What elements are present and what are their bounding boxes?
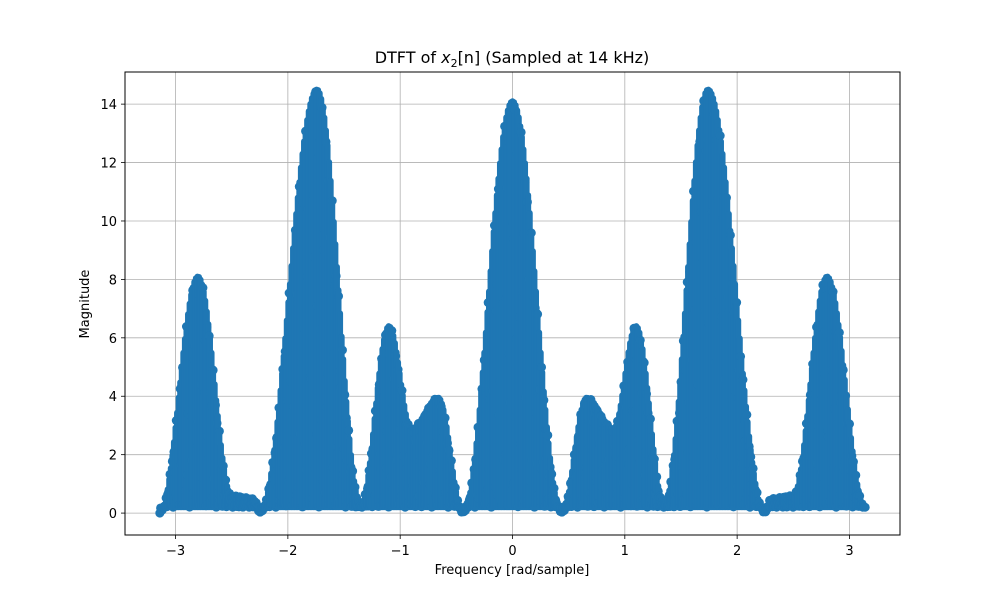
data-point	[337, 345, 347, 355]
y-tick-label: 10	[100, 215, 117, 230]
data-point	[543, 430, 553, 440]
y-tick-label: 14	[100, 98, 117, 113]
data-point	[344, 425, 354, 435]
y-tick-label: 4	[109, 390, 117, 405]
x-tick-label: −2	[278, 544, 297, 559]
data-point	[537, 362, 546, 372]
x-tick-label: 3	[845, 544, 853, 559]
y-tick-label: 12	[100, 157, 117, 172]
data-point	[397, 386, 407, 396]
y-axis-ticks: 0 2 4 6 8 10 12 14	[100, 98, 125, 522]
data-point	[715, 131, 725, 141]
y-axis-label: Magnitude	[78, 270, 93, 339]
x-axis-label: Frequency [rad/sample]	[435, 563, 590, 578]
y-tick-label: 8	[109, 273, 117, 288]
data-point	[748, 463, 758, 473]
y-tick-label: 0	[109, 507, 117, 522]
x-tick-label: 0	[508, 544, 516, 559]
x-tick-label: 2	[733, 544, 741, 559]
chart-title: DTFT of x2[n] (Sampled at 14 kHz)	[375, 48, 650, 70]
x-tick-label: 1	[621, 544, 629, 559]
x-tick-label: −3	[166, 544, 185, 559]
x-tick-label: −1	[391, 544, 410, 559]
y-tick-label: 6	[109, 332, 117, 347]
data-point	[742, 410, 752, 420]
x-axis-ticks: −3 −2 −1 0 1 2 3	[166, 535, 854, 559]
data-markers	[155, 86, 870, 518]
y-tick-label: 2	[109, 449, 117, 464]
